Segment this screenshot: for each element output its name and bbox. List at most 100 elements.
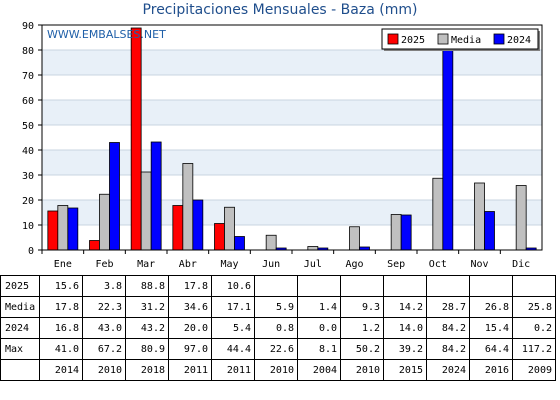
table-cell xyxy=(340,275,384,297)
bar-2025-ene xyxy=(47,210,59,251)
table-cell: 1.2 xyxy=(340,317,384,339)
table-cell: 22.3 xyxy=(82,296,126,318)
x-tick-label: Oct xyxy=(429,259,447,270)
table-cell: 17.8 xyxy=(168,275,212,297)
table-cell: 117.2 xyxy=(512,338,556,360)
bar-2024-mar xyxy=(150,141,162,251)
x-tick-label: Nov xyxy=(470,259,488,270)
bar-2024-sep xyxy=(400,214,412,251)
y-tick-label: 30 xyxy=(22,171,34,182)
bar-2024-abr xyxy=(192,199,204,251)
bar-media-abr xyxy=(182,163,194,251)
table-cell: 97.0 xyxy=(168,338,212,360)
table-cell: 10.6 xyxy=(211,275,255,297)
bar-media-jun xyxy=(265,234,277,251)
table-cell: 16.8 xyxy=(39,317,83,339)
legend-swatch-2024 xyxy=(493,33,505,45)
table-cell: 80.9 xyxy=(125,338,169,360)
x-tick-label: Jun xyxy=(262,259,280,270)
bar-2025-may xyxy=(214,223,225,251)
x-tick-label: Jul xyxy=(304,259,322,270)
x-tick-label: Mar xyxy=(137,259,155,270)
grid-band xyxy=(42,100,542,125)
table-cell: 17.1 xyxy=(211,296,255,318)
bar-media-mar xyxy=(140,171,152,251)
table-cell: 2011 xyxy=(211,359,255,381)
table-cell: 39.2 xyxy=(383,338,427,360)
table-cell: 0.8 xyxy=(254,317,298,339)
table-cell: 20.0 xyxy=(168,317,212,339)
background-bands xyxy=(42,25,542,250)
table-cell: 2011 xyxy=(168,359,212,381)
bar-media-jul xyxy=(307,246,319,251)
table-row: 2014 2010 2018 2011 2011 2010 2004 2010 2015 2024… xyxy=(0,359,556,381)
y-tick-label: 60 xyxy=(22,96,34,107)
grid-band xyxy=(42,50,542,75)
grid-band xyxy=(42,175,542,200)
table-cell: 2010 xyxy=(82,359,126,381)
bars xyxy=(47,27,537,251)
table-cell: 17.8 xyxy=(39,296,83,318)
x-axis: Ene Feb Mar Abr May Jun Jul Ago Sep Oct Nov Dic xyxy=(41,250,530,270)
bar-media-nov xyxy=(474,182,485,251)
chart-title: Precipitaciones Mensuales - Baza (mm) xyxy=(142,2,418,18)
legend-label-media: Media xyxy=(451,35,481,46)
table-cell xyxy=(254,275,298,297)
table-cell: 5.4 xyxy=(211,317,255,339)
bar-media-ago xyxy=(349,226,360,251)
row-label: Max xyxy=(0,338,40,360)
x-tick-label: Ene xyxy=(54,259,72,270)
table-cell: 14.2 xyxy=(383,296,427,318)
legend-label-2024: 2024 xyxy=(507,35,531,46)
table-cell xyxy=(297,275,341,297)
table-cell: 2018 xyxy=(125,359,169,381)
grid-band xyxy=(42,75,542,100)
bar-2025-mar xyxy=(130,27,142,251)
table-row: Media 17.8 22.3 31.2 34.6 17.1 5.9 1.4 9.3 14.2 28… xyxy=(0,296,556,318)
table-cell: 50.2 xyxy=(340,338,384,360)
table-cell: 43.2 xyxy=(125,317,169,339)
table-cell xyxy=(426,275,470,297)
watermark: WWW.EMBALSES.NET xyxy=(47,28,166,41)
data-table: 2025 15.6 3.8 88.8 17.8 10.6 Media 17.8 22.3 31.2… xyxy=(0,275,556,381)
y-tick-label: 0 xyxy=(28,246,34,257)
table-cell: 31.2 xyxy=(125,296,169,318)
table-cell xyxy=(383,275,427,297)
bar-2025-feb xyxy=(89,240,100,251)
table-cell: 2016 xyxy=(469,359,513,381)
legend-swatch-2025 xyxy=(387,33,399,45)
x-tick-label: Feb xyxy=(95,259,113,270)
grid-band xyxy=(42,150,542,175)
bar-2024-feb xyxy=(109,142,120,251)
table-cell: 0.0 xyxy=(297,317,341,339)
y-tick-label: 70 xyxy=(22,71,34,82)
table-cell: 2015 xyxy=(383,359,427,381)
row-label: 2024 xyxy=(0,317,40,339)
table-cell: 5.9 xyxy=(254,296,298,318)
table-cell: 44.4 xyxy=(211,338,255,360)
legend-label-2025: 2025 xyxy=(401,35,425,46)
bar-2025-abr xyxy=(172,205,184,251)
table-cell xyxy=(512,275,556,297)
bar-media-sep xyxy=(390,214,402,251)
legend-swatch-media xyxy=(437,33,449,45)
table-cell: 2004 xyxy=(297,359,341,381)
table-cell: 8.1 xyxy=(297,338,341,360)
table-cell: 84.2 xyxy=(426,338,470,360)
table-cell: 3.8 xyxy=(82,275,126,297)
bar-2024-nov xyxy=(484,211,495,251)
bar-media-may xyxy=(224,206,235,251)
y-tick-label: 10 xyxy=(22,221,34,232)
y-tick-label: 50 xyxy=(22,121,34,132)
table-cell: 15.4 xyxy=(469,317,513,339)
table-cell: 43.0 xyxy=(82,317,126,339)
y-tick-label: 80 xyxy=(22,46,34,57)
table-row: 2024 16.8 43.0 43.2 20.0 5.4 0.8 0.0 1.2 14.0 84.2… xyxy=(0,317,556,339)
table-cell: 34.6 xyxy=(168,296,212,318)
table-row: 2025 15.6 3.8 88.8 17.8 10.6 xyxy=(0,275,556,297)
table-cell: 41.0 xyxy=(39,338,83,360)
row-label xyxy=(0,359,40,381)
table-cell: 2010 xyxy=(254,359,298,381)
table-cell: 0.2 xyxy=(512,317,556,339)
table-cell: 9.3 xyxy=(340,296,384,318)
